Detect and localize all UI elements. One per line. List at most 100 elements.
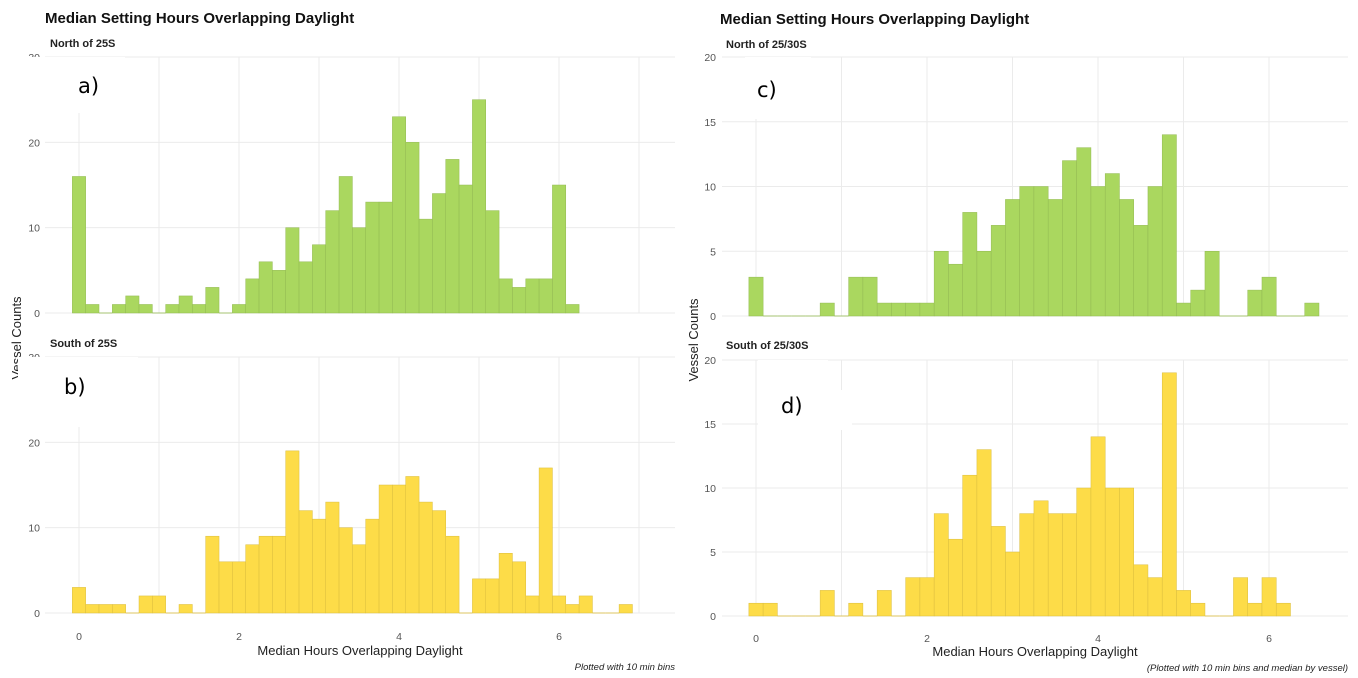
histogram-bar bbox=[819, 590, 835, 617]
histogram-bar bbox=[112, 304, 126, 314]
panel-label-background bbox=[25, 57, 125, 113]
histogram-bar bbox=[919, 577, 935, 617]
histogram-bar bbox=[876, 590, 892, 617]
histogram-bar bbox=[352, 544, 366, 614]
histogram-north-25s: 0102030a) bbox=[25, 52, 675, 320]
histogram-bar bbox=[538, 278, 553, 314]
panel-label: c) bbox=[757, 78, 777, 102]
histogram-bar bbox=[98, 604, 113, 614]
y-tick-label: 10 bbox=[704, 483, 716, 495]
histogram-bar bbox=[298, 510, 313, 614]
histogram-bar bbox=[285, 450, 300, 614]
histogram-bar bbox=[72, 176, 86, 314]
histogram-bar bbox=[365, 518, 380, 614]
histogram-bar bbox=[245, 544, 260, 614]
histogram-bar bbox=[338, 527, 353, 614]
histogram-bar bbox=[876, 302, 892, 317]
histogram-bar bbox=[905, 577, 921, 617]
panel-label-background bbox=[780, 390, 852, 430]
histogram-bar bbox=[378, 484, 393, 614]
histogram-bar bbox=[748, 602, 764, 617]
histogram-bar bbox=[933, 513, 949, 617]
histogram-bar bbox=[948, 538, 963, 617]
histogram-bar bbox=[405, 476, 420, 614]
histogram-bar bbox=[72, 587, 86, 614]
histogram-bar bbox=[485, 578, 500, 614]
histogram-bar bbox=[365, 201, 380, 314]
histogram-bar bbox=[1190, 602, 1206, 617]
histogram-bar bbox=[1047, 199, 1063, 317]
histogram-bar bbox=[962, 474, 978, 617]
histogram-bar bbox=[85, 604, 100, 614]
histogram-bar bbox=[258, 535, 273, 614]
histogram-bar bbox=[1147, 577, 1163, 617]
histogram-bar bbox=[245, 278, 260, 314]
x-tick-label: 4 bbox=[1095, 633, 1101, 645]
histogram-bar bbox=[919, 302, 935, 317]
histogram-bar bbox=[762, 602, 778, 617]
histogram-bar bbox=[445, 159, 460, 314]
histogram-bar bbox=[1304, 302, 1320, 317]
histogram-bar bbox=[338, 176, 353, 314]
y-tick-label: 5 bbox=[710, 246, 716, 258]
left-figure-title: Median Setting Hours Overlapping Dayligh… bbox=[45, 10, 354, 27]
histogram-bar bbox=[990, 526, 1006, 617]
histogram-south-25-30s: 0 5 10 15 20 0 2 4 6 d) bbox=[704, 355, 1348, 645]
histogram-bar bbox=[205, 535, 220, 614]
histogram-bar bbox=[138, 595, 153, 614]
y-tick-label: 20 bbox=[28, 137, 40, 149]
histogram-bar bbox=[325, 501, 340, 614]
histogram-bar bbox=[1076, 487, 1092, 617]
histogram-bar bbox=[192, 304, 206, 314]
histogram-bar bbox=[1019, 186, 1035, 317]
histogram-bar bbox=[85, 304, 100, 314]
histogram-bar bbox=[1147, 186, 1163, 317]
histogram-bar bbox=[962, 212, 978, 317]
histogram-bar bbox=[1161, 372, 1177, 617]
histogram-bar bbox=[565, 304, 580, 314]
histogram-bar bbox=[1062, 160, 1077, 317]
histogram-bar bbox=[565, 604, 580, 614]
histogram-bar bbox=[1090, 436, 1106, 617]
right-figure-title: Median Setting Hours Overlapping Dayligh… bbox=[720, 11, 1029, 28]
histogram-bar bbox=[178, 295, 193, 314]
histogram-bar bbox=[552, 595, 567, 614]
histogram-bar bbox=[1104, 173, 1120, 317]
histogram-bar bbox=[618, 604, 633, 614]
y-tick-label: 0 bbox=[710, 311, 716, 323]
histogram-bar bbox=[976, 251, 992, 317]
histogram-bar bbox=[1062, 513, 1077, 617]
histogram-bar bbox=[1247, 602, 1263, 617]
histogram-bar bbox=[891, 302, 906, 317]
histogram-bar bbox=[933, 251, 949, 317]
histogram-bar bbox=[485, 210, 500, 314]
histogram-south-25s: 01020300246b) bbox=[18, 352, 675, 643]
histogram-bar bbox=[272, 270, 286, 314]
right-y-axis-title: Vessel Counts bbox=[686, 298, 701, 382]
histogram-bar bbox=[1119, 199, 1134, 317]
histogram-bar bbox=[1005, 551, 1020, 617]
facet-title-north-25s: North of 25S bbox=[50, 38, 115, 50]
histogram-bar bbox=[1033, 186, 1049, 317]
y-tick-label: 15 bbox=[704, 117, 716, 129]
histogram-bar bbox=[325, 210, 340, 314]
facet-title-north-25-30s: North of 25/30S bbox=[726, 39, 807, 51]
histogram-bar bbox=[1090, 186, 1106, 317]
histogram-bar bbox=[1247, 289, 1263, 317]
x-tick-label: 2 bbox=[236, 631, 242, 643]
histogram-bar bbox=[512, 287, 527, 314]
y-tick-label: 15 bbox=[704, 419, 716, 431]
histogram-bar bbox=[1033, 500, 1049, 617]
x-tick-label: 0 bbox=[753, 633, 759, 645]
x-tick-label: 0 bbox=[76, 631, 82, 643]
histogram-bar bbox=[205, 287, 220, 314]
histogram-bar bbox=[848, 276, 864, 317]
y-tick-label: 20 bbox=[704, 52, 716, 64]
y-tick-label: 10 bbox=[28, 223, 40, 235]
histogram-bar bbox=[392, 116, 406, 314]
facet-title-south-25-30s: South of 25/30S bbox=[726, 340, 809, 352]
histogram-bar bbox=[1119, 487, 1134, 617]
left-caption: Plotted with 10 min bins bbox=[575, 662, 676, 673]
x-tick-label: 6 bbox=[556, 631, 562, 643]
